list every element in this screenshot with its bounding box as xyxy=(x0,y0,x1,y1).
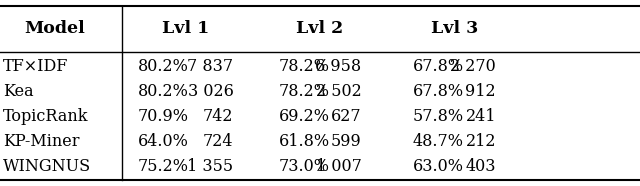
Text: KP-Miner: KP-Miner xyxy=(3,133,80,150)
Text: 241: 241 xyxy=(465,108,496,125)
Text: 67.8%: 67.8% xyxy=(413,83,464,100)
Text: 2 502: 2 502 xyxy=(316,83,362,100)
Text: 724: 724 xyxy=(203,133,234,150)
Text: 48.7%: 48.7% xyxy=(413,133,464,150)
Text: Lvl 3: Lvl 3 xyxy=(431,20,478,37)
Text: 212: 212 xyxy=(465,133,496,150)
Text: 75.2%: 75.2% xyxy=(138,158,189,175)
Text: 6 958: 6 958 xyxy=(316,58,362,75)
Text: 1 007: 1 007 xyxy=(316,158,362,175)
Text: 912: 912 xyxy=(465,83,496,100)
Text: TF×IDF: TF×IDF xyxy=(3,58,68,75)
Text: 70.9%: 70.9% xyxy=(138,108,189,125)
Text: 64.0%: 64.0% xyxy=(138,133,188,150)
Text: WINGNUS: WINGNUS xyxy=(3,158,92,175)
Text: 67.8%: 67.8% xyxy=(413,58,464,75)
Text: TopicRank: TopicRank xyxy=(3,108,89,125)
Text: 599: 599 xyxy=(331,133,362,150)
Text: 1 355: 1 355 xyxy=(188,158,234,175)
Text: 80.2%: 80.2% xyxy=(138,58,188,75)
Text: 69.2%: 69.2% xyxy=(278,108,330,125)
Text: 63.0%: 63.0% xyxy=(413,158,464,175)
Text: 742: 742 xyxy=(203,108,234,125)
Text: 3 026: 3 026 xyxy=(188,83,234,100)
Text: 80.2%: 80.2% xyxy=(138,83,188,100)
Text: Lvl 1: Lvl 1 xyxy=(162,20,209,37)
Text: 57.8%: 57.8% xyxy=(413,108,464,125)
Text: 78.2%: 78.2% xyxy=(278,83,330,100)
Text: Lvl 2: Lvl 2 xyxy=(296,20,344,37)
Text: 78.2%: 78.2% xyxy=(278,58,330,75)
Text: 627: 627 xyxy=(331,108,362,125)
Text: Kea: Kea xyxy=(3,83,34,100)
Text: 61.8%: 61.8% xyxy=(278,133,330,150)
Text: Model: Model xyxy=(24,20,84,37)
Text: 7 837: 7 837 xyxy=(188,58,234,75)
Text: 403: 403 xyxy=(465,158,496,175)
Text: 2 270: 2 270 xyxy=(451,58,496,75)
Text: 73.0%: 73.0% xyxy=(278,158,330,175)
